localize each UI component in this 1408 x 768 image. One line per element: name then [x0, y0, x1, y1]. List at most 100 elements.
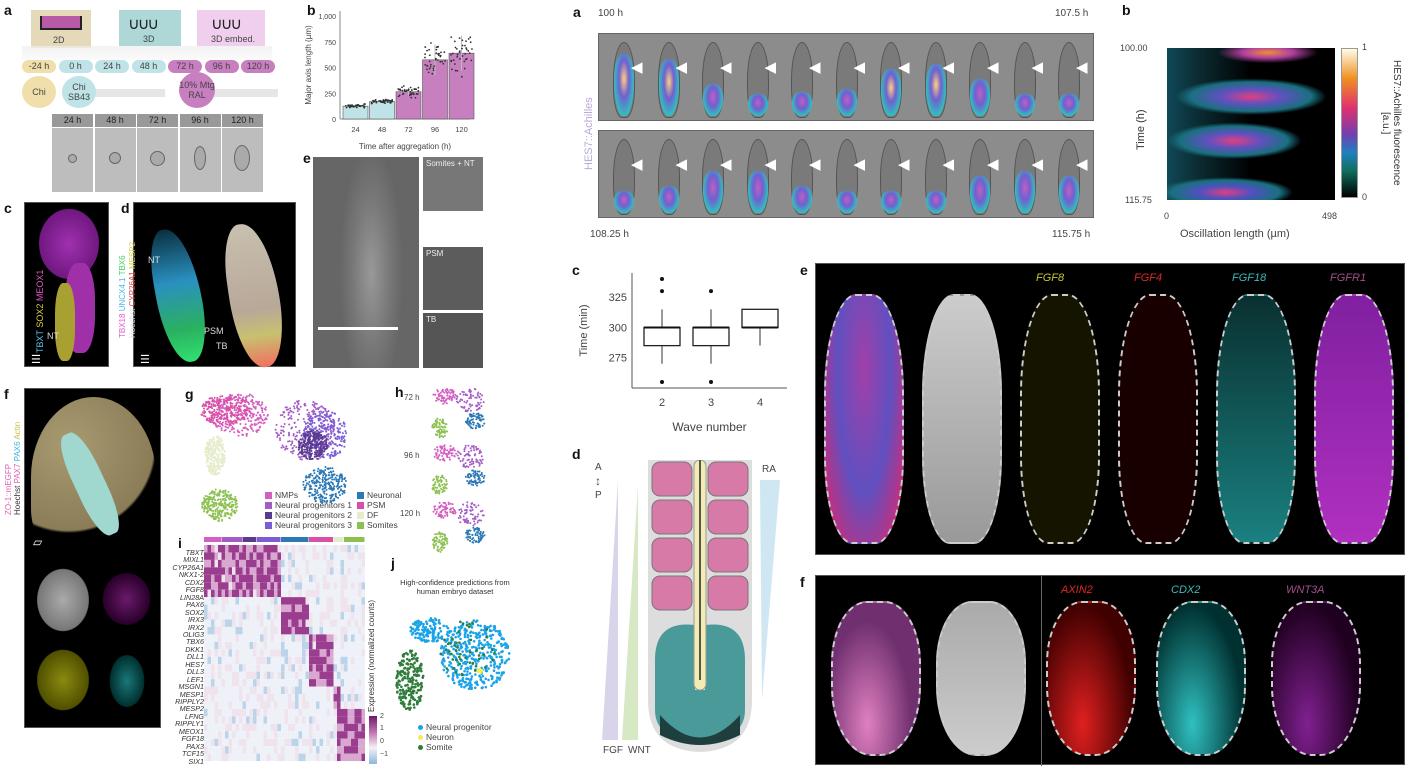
- heatmap-cell: [295, 664, 299, 672]
- cell-point: [472, 524, 475, 527]
- cell-point: [221, 406, 224, 409]
- heatmap-cell: [242, 641, 246, 650]
- cell-point: [481, 633, 485, 636]
- cell-point: [475, 619, 479, 623]
- cell-point: [204, 506, 207, 509]
- heatmap-cell: [214, 738, 218, 747]
- heatmap-cell: [242, 567, 246, 575]
- cell-point: [297, 402, 300, 405]
- cell-point: [203, 497, 206, 500]
- heatmap-cell: [239, 649, 243, 657]
- heatmap-cell: [263, 679, 267, 687]
- heatmap-cell: [298, 679, 302, 687]
- cell-point: [452, 394, 455, 397]
- cell-point: [308, 427, 311, 430]
- cell-point: [465, 677, 468, 680]
- cell-point: [332, 430, 335, 433]
- heatmap-cell: [354, 626, 358, 635]
- cell-point: [319, 498, 322, 501]
- heatmap-cell: [340, 626, 344, 635]
- cell-point: [216, 515, 219, 518]
- heatmap-cell: [235, 589, 239, 598]
- heatmap-cell: [358, 656, 362, 665]
- heatmap-cell: [277, 567, 281, 575]
- heatmap-cell: [361, 701, 365, 709]
- cell-point: [303, 448, 306, 451]
- heatmap-cell: [354, 574, 358, 583]
- cell-point: [331, 478, 334, 481]
- cell-point: [222, 492, 225, 495]
- cell-point: [467, 530, 470, 533]
- heatmap-cell: [221, 574, 225, 583]
- cell-point: [304, 479, 307, 482]
- heatmap-cell: [218, 589, 222, 598]
- cell-point: [205, 501, 208, 504]
- heatmap-cell: [260, 597, 264, 605]
- heatmap-cell: [302, 753, 306, 762]
- heatmap-cell: [291, 708, 295, 717]
- heatmap-cell: [242, 604, 246, 613]
- heatmap-cell: [319, 716, 323, 724]
- heatmap-cell: [256, 626, 260, 635]
- stage-2d-box: 2D: [31, 10, 91, 48]
- cell-point: [502, 643, 506, 647]
- cell-point: [468, 403, 471, 406]
- heatmap-cell: [344, 619, 348, 627]
- cell-point: [291, 426, 294, 429]
- data-point: [443, 51, 446, 54]
- heatmap-cell: [333, 619, 337, 627]
- heatmap-cell: [326, 701, 330, 709]
- cell-point: [459, 398, 462, 401]
- cell-point: [330, 420, 333, 423]
- heatmap-cell: [232, 708, 236, 717]
- cell-point: [262, 414, 265, 417]
- heatmap-cell: [344, 664, 348, 672]
- heatmap-cell: [228, 701, 232, 709]
- heatmap-cell: [274, 552, 278, 560]
- cell-point: [317, 414, 320, 417]
- heatmap-cell: [326, 746, 330, 754]
- heatmap-cell: [246, 753, 250, 762]
- cell-point: [445, 504, 448, 507]
- heatmap-cell: [246, 597, 250, 605]
- cell-point: [444, 644, 448, 648]
- heatmap-cell: [309, 582, 313, 590]
- heatmap-cell: [232, 738, 236, 747]
- cell-point: [213, 498, 216, 501]
- data-point: [424, 46, 427, 48]
- cell-point: [309, 446, 312, 449]
- cell-point: [307, 415, 310, 418]
- data-point: [386, 101, 389, 103]
- cell-point: [475, 424, 478, 427]
- heatmap-cell: [344, 612, 348, 620]
- cell-point: [287, 411, 290, 414]
- heatmap-cell: [207, 686, 211, 694]
- heatmap-cell: [228, 626, 232, 635]
- heatmap-cell: [204, 694, 208, 702]
- heatmap-cell: [333, 626, 337, 635]
- cell-point: [505, 642, 508, 646]
- heatmap-cell: [267, 619, 271, 627]
- cell-point: [208, 418, 211, 421]
- cell-point: [300, 446, 303, 449]
- cell-point: [250, 423, 253, 426]
- cell-point: [318, 448, 321, 451]
- cell-point: [479, 530, 482, 533]
- heatmap-cell: [228, 679, 232, 687]
- heatmap-cell: [253, 626, 257, 635]
- heatmap-cell: [242, 716, 246, 724]
- heatmap-cell: [214, 582, 218, 590]
- cell-point: [222, 443, 225, 446]
- cell-point: [306, 409, 309, 412]
- cell-point: [459, 646, 463, 650]
- cell-point: [439, 458, 442, 461]
- cell-point: [463, 448, 466, 451]
- heatmap-cell: [298, 619, 302, 627]
- heatmap-cell: [260, 559, 264, 568]
- cell-point: [210, 462, 213, 465]
- cell-point: [442, 402, 445, 405]
- cell-point: [242, 409, 245, 412]
- cell-point: [319, 442, 322, 445]
- heatmap-cell: [204, 604, 208, 613]
- cell-point: [296, 405, 299, 408]
